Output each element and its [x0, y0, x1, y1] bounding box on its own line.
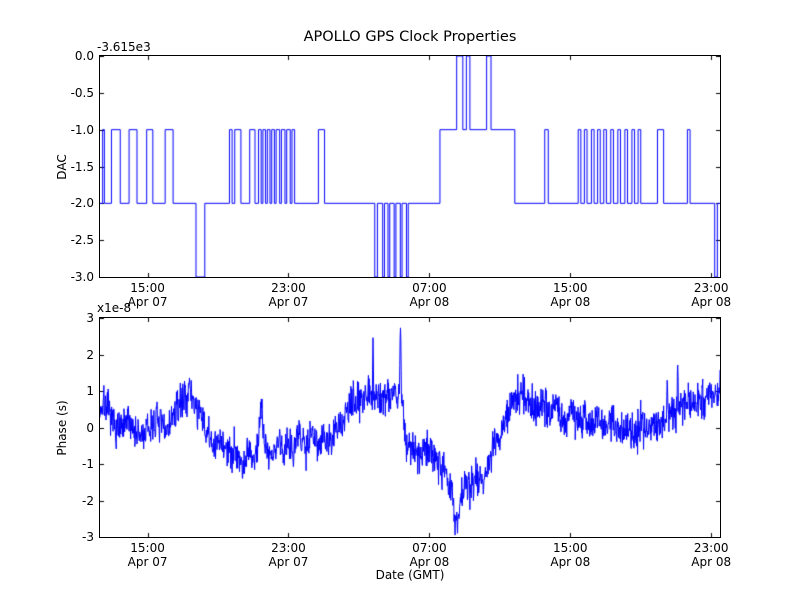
x-tick-time-label: 23:00: [693, 281, 729, 295]
x-tick-date-label: Apr 07: [127, 555, 168, 569]
x-tick-time-label: 07:00: [412, 541, 447, 555]
x-tick-time-label: 15:00: [130, 541, 165, 555]
y-tick-label: -2.5: [70, 233, 94, 248]
y-tick-label: -3: [82, 530, 94, 544]
x-tick-time-label: 23:00: [271, 541, 306, 555]
x-tick-time-label: 07:00: [412, 281, 447, 295]
x-tick-time-label: 23:00: [693, 541, 729, 555]
phase-plot-canvas: [100, 318, 720, 537]
x-tick-time-label: 15:00: [552, 281, 588, 295]
y-tick-label: 0.0: [74, 49, 94, 63]
x-tick-date-label: Apr 07: [127, 295, 168, 309]
y-tick-label: -1: [82, 457, 94, 471]
x-tick-time-label: 15:00: [552, 541, 588, 555]
y-tick-label: -1.5: [70, 159, 94, 174]
x-tick-date-label: Apr 07: [268, 295, 309, 309]
x-tick-time-label: 15:00: [130, 281, 165, 295]
y-tick-label: -3.0: [70, 270, 94, 284]
y-tick-label: -2.0: [70, 196, 94, 211]
x-tick-date-label: Apr 08: [550, 555, 591, 569]
x-tick-date-label: Apr 08: [409, 295, 450, 309]
y-tick-label: 2: [86, 347, 94, 362]
xaxis-title: Date (GMT): [375, 568, 445, 582]
x-tick-date-label: Apr 08: [691, 295, 732, 309]
figure-title: APOLLO GPS Clock Properties: [303, 29, 517, 45]
x-tick-date-label: Apr 08: [691, 555, 732, 569]
y-tick-label: 0: [86, 420, 94, 435]
x-tick-date-label: Apr 08: [409, 555, 450, 569]
dac-axes: [99, 55, 721, 278]
dac-offset-text: -3.615e3: [97, 40, 151, 54]
phase-offset-text: x1e-8: [97, 301, 132, 315]
x-tick-date-label: Apr 08: [550, 295, 591, 309]
y-tick-label: -1.0: [70, 122, 94, 137]
y-tick-label: -0.5: [70, 85, 94, 100]
x-tick-time-label: 23:00: [271, 281, 306, 295]
y-tick-label: -2: [82, 493, 94, 508]
dac-plot-canvas: [100, 56, 720, 277]
phase-axes: [99, 317, 721, 538]
x-tick-date-label: Apr 07: [268, 555, 309, 569]
y-tick-label: 3: [86, 311, 94, 325]
y-tick-label: 1: [86, 384, 94, 398]
